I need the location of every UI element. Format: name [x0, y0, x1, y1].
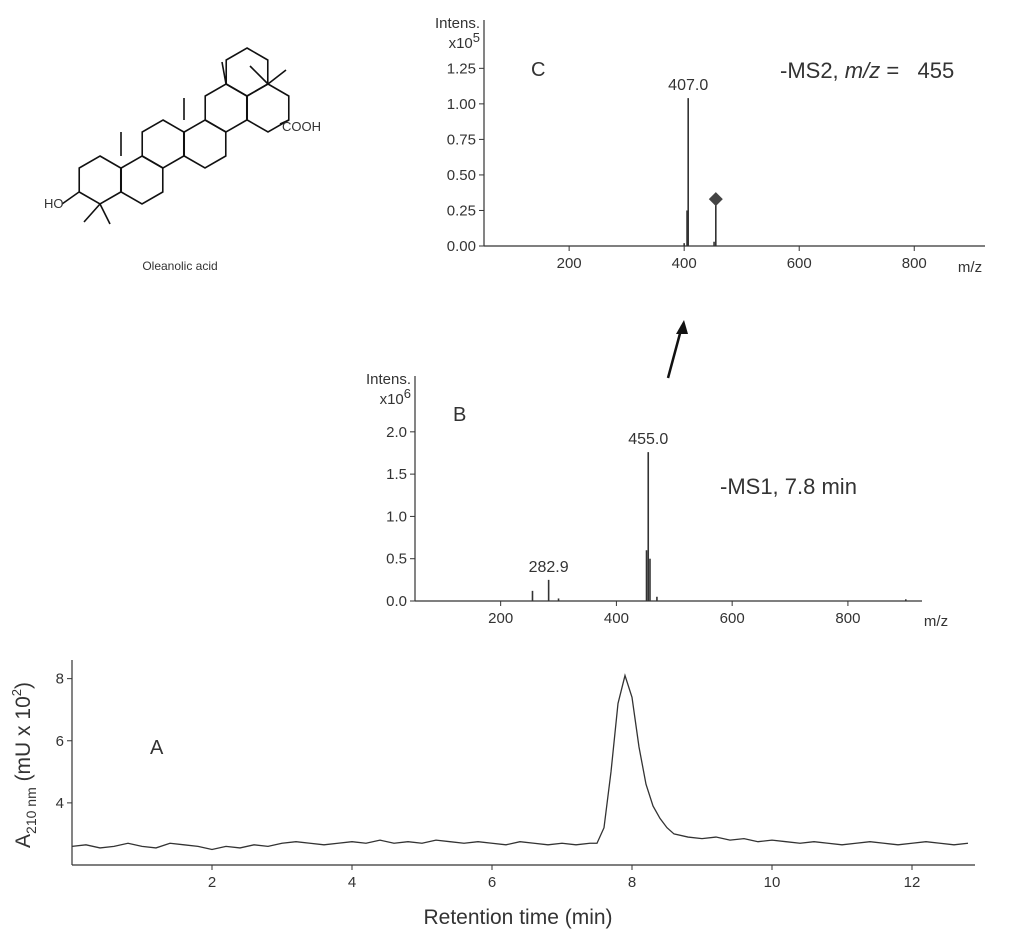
- bond: [83, 203, 101, 223]
- structure-name: Oleanolic acid: [142, 259, 217, 273]
- x-tick-label: 4: [348, 874, 356, 891]
- y-label-sub: 210 nm: [23, 787, 39, 834]
- x-tick-label: 6: [488, 874, 496, 891]
- x-tick-label: 200: [557, 255, 582, 272]
- peak-label: 282.9: [529, 559, 569, 576]
- y-tick-label: 1.0: [386, 508, 407, 525]
- y-tick-label: 0.00: [447, 238, 476, 255]
- ring: [141, 119, 185, 169]
- x-tick-label: 10: [764, 874, 781, 891]
- x-axis-label: m/z: [958, 259, 982, 276]
- y-label-sup: 2: [9, 689, 24, 696]
- y-axis-label: A210 nm (mU x 102): [9, 682, 39, 848]
- y-tick-label: 0.75: [447, 131, 476, 148]
- y-scale: x105: [449, 30, 480, 52]
- x-tick-label: 800: [835, 610, 860, 627]
- y-tick-label: 1.25: [447, 60, 476, 77]
- y-label-part: A: [12, 834, 35, 848]
- y-tick-label: 2.0: [386, 424, 407, 441]
- y-tick-label: 0.50: [447, 167, 476, 184]
- bond: [221, 61, 227, 85]
- annotation-part: -MS2,: [780, 58, 845, 83]
- y-tick-label: 6: [56, 733, 64, 750]
- annotation-part: = 455: [880, 58, 954, 83]
- precursor-marker: [708, 192, 723, 207]
- trace: [71, 673, 969, 851]
- ring: [225, 47, 269, 97]
- bond: [61, 191, 80, 205]
- y-tick-label: 0.25: [447, 202, 476, 219]
- x-axis-label: m/z: [924, 613, 948, 630]
- peak-label: 407.0: [668, 77, 708, 94]
- y-axis-label: Intens.: [435, 15, 480, 32]
- annotation: -MS1, 7.8 min: [720, 474, 857, 499]
- x-tick-label: 12: [904, 874, 921, 891]
- x-tick-label: 600: [720, 610, 745, 627]
- ring: [120, 155, 164, 205]
- annotation: -MS2, m/z = 455: [780, 58, 954, 83]
- y-tick-label: 8: [56, 671, 64, 688]
- y-scale: x106: [380, 386, 411, 408]
- bond: [267, 69, 287, 85]
- group-label: HO: [44, 196, 64, 211]
- y-tick-label: 0.0: [386, 593, 407, 610]
- arrow: [666, 325, 684, 379]
- ring: [204, 83, 248, 133]
- x-tick-label: 8: [628, 874, 636, 891]
- peak-label: 455.0: [628, 431, 668, 448]
- annotation-part: -MS1, 7.8 min: [720, 474, 857, 499]
- y-label-part: ): [12, 682, 35, 689]
- x-tick-label: 2: [208, 874, 216, 891]
- ring: [78, 155, 122, 205]
- structure: [61, 47, 290, 225]
- y-label-part: (mU x 10: [12, 696, 35, 787]
- x-tick-label: 200: [488, 610, 513, 627]
- y-scale-base: x10: [380, 391, 404, 408]
- x-tick-label: 600: [787, 255, 812, 272]
- panel-label: C: [531, 59, 545, 81]
- y-scale-exp: 6: [404, 386, 411, 401]
- ring: [183, 119, 227, 169]
- bond: [279, 119, 290, 125]
- y-tick-label: 0.5: [386, 551, 407, 568]
- x-tick-label: 400: [672, 255, 697, 272]
- y-tick-label: 4: [56, 795, 64, 812]
- y-tick-label: 1.00: [447, 96, 476, 113]
- bond: [249, 65, 269, 85]
- x-tick-label: 400: [604, 610, 629, 627]
- arrow-head: [676, 320, 688, 334]
- y-scale-exp: 5: [473, 30, 480, 45]
- panel-label: B: [453, 404, 466, 426]
- x-axis-label: Retention time (min): [423, 906, 612, 929]
- x-tick-label: 800: [902, 255, 927, 272]
- annotation-part: m/z: [845, 58, 880, 83]
- y-scale-base: x10: [449, 35, 473, 52]
- y-tick-label: 1.5: [386, 466, 407, 483]
- panel-label: A: [150, 737, 164, 759]
- group-label: COOH: [282, 119, 321, 134]
- bond: [99, 203, 111, 225]
- y-axis-label: Intens.: [366, 371, 411, 388]
